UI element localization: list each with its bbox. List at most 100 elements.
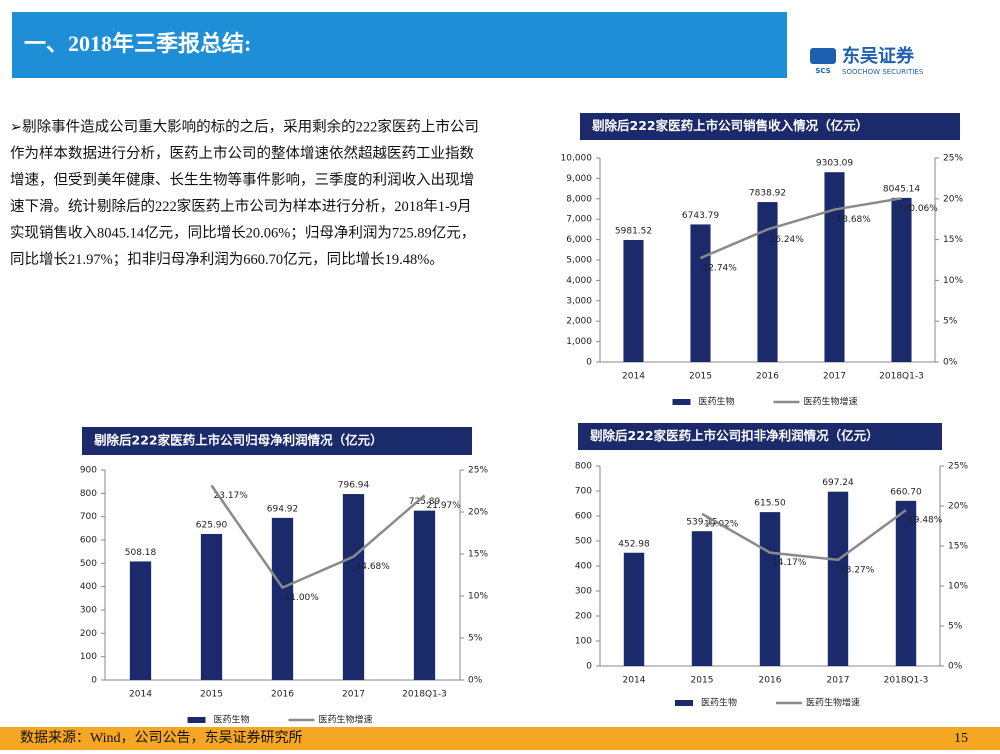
bar	[690, 224, 711, 362]
x-tick-label: 2016	[756, 372, 779, 382]
bar	[759, 512, 781, 666]
y2-tick-label: 0%	[943, 358, 958, 368]
legend-swatch	[672, 399, 691, 405]
line-value-label: 13.27%	[840, 565, 875, 575]
logo-sub: SOOCHOW SECURITIES	[842, 68, 924, 76]
x-tick-label: 2014	[623, 676, 646, 686]
logo-icon	[810, 48, 836, 64]
x-tick-label: 2017	[827, 676, 850, 686]
footer-source: 数据来源：Wind，公司公告，东吴证券研究所	[20, 730, 303, 746]
bar-value-label: 625.90	[196, 520, 228, 530]
paragraph: ➢剔除事件造成公司重大影响的标的之后，采用剩余的222家医药上市公司作为样本数据…	[10, 117, 479, 268]
legend-swatch	[187, 717, 206, 723]
chart-title-bar	[578, 423, 942, 450]
bar	[895, 500, 917, 666]
legend-label: 医药生物	[214, 714, 250, 726]
y2-tick-label: 15%	[943, 235, 963, 245]
x-tick-label: 2017	[823, 372, 846, 382]
y2-tick-label: 5%	[468, 634, 483, 644]
y-tick-label: 2,000	[566, 317, 592, 327]
bar-value-label: 5981.52	[615, 226, 652, 236]
x-tick-label: 2015	[689, 372, 712, 382]
line-value-label: 21.97%	[427, 501, 462, 511]
line-value-label: 14.68%	[356, 562, 391, 572]
line-value-label: 12.74%	[703, 264, 738, 274]
chart-title: 剔除后222家医药上市公司销售收入情况（亿元）	[591, 118, 868, 133]
bar	[271, 517, 294, 680]
bar	[413, 510, 436, 680]
y2-tick-label: 0%	[468, 676, 483, 686]
bar-value-label: 9303.09	[816, 159, 853, 169]
y-tick-label: 7,000	[566, 215, 592, 225]
y-tick-label: 200	[80, 629, 97, 639]
y-tick-label: 400	[575, 562, 592, 572]
x-tick-label: 2016	[271, 690, 294, 700]
y-tick-label: 300	[575, 587, 592, 597]
y-tick-label: 0	[91, 676, 97, 686]
paragraph-line: 作为样本数据进行分析，医药上市公司的整体增速依然超越医药工业指数	[10, 145, 474, 162]
footer-bar	[0, 727, 1000, 750]
x-tick-label: 2014	[622, 372, 645, 382]
line	[701, 509, 907, 562]
y-tick-label: 800	[80, 489, 97, 499]
bar-value-label: 508.18	[125, 548, 157, 558]
y-tick-label: 100	[80, 652, 97, 662]
y-tick-label: 900	[80, 466, 97, 476]
y-tick-label: 600	[575, 512, 592, 522]
y2-tick-label: 10%	[948, 582, 968, 592]
y2-tick-label: 10%	[468, 592, 488, 602]
y-tick-label: 300	[80, 606, 97, 616]
legend-label: 医药生物增速	[319, 714, 373, 726]
paragraph-line: 同比增长21.97%；扣非归母净利润为660.70亿元，同比增长19.48%。	[10, 251, 444, 268]
chart-title-bar	[580, 113, 960, 140]
bar-value-label: 7838.92	[749, 189, 786, 199]
y-tick-label: 400	[80, 582, 97, 592]
y2-tick-label: 20%	[943, 194, 963, 204]
paragraph-line: ➢剔除事件造成公司重大影响的标的之后，采用剩余的222家医药上市公司	[10, 117, 479, 135]
bar	[824, 172, 845, 362]
paragraph-line: 实现销售收入8045.14亿元，同比增长20.06%；归母净利润为725.89亿…	[10, 224, 475, 241]
bar-value-label: 725.89	[409, 497, 441, 507]
bar	[200, 533, 223, 680]
x-tick-label: 2014	[129, 690, 152, 700]
y-tick-label: 8,000	[566, 194, 592, 204]
bar	[623, 552, 645, 666]
paragraph-line: 速下滑。统计剔除后的222家医药上市公司为样本进行分析，2018年1-9月	[10, 198, 472, 215]
line-value-label: 16.24%	[770, 235, 805, 245]
y-tick-label: 100	[575, 637, 592, 647]
y2-tick-label: 15%	[948, 542, 968, 552]
bar-value-label: 539.15	[686, 518, 718, 528]
bar	[757, 202, 778, 362]
y2-tick-label: 25%	[468, 466, 488, 476]
y-tick-label: 3,000	[566, 296, 592, 306]
bar	[623, 239, 644, 362]
y-tick-label: 200	[575, 612, 592, 622]
chart-title: 剔除后222家医药上市公司归母净利润情况（亿元）	[93, 433, 383, 448]
logo-text: 东吴证券	[842, 45, 915, 67]
x-tick-label: 2018Q1-3	[402, 690, 447, 700]
y-tick-label: 4,000	[566, 276, 592, 286]
bar-value-label: 697.24	[822, 478, 854, 488]
paragraph-line: 增速，但受到美年健康、长生生物等事件影响，三季度的利润收入出现增	[10, 170, 474, 188]
y-tick-label: 500	[575, 537, 592, 547]
bar-value-label: 8045.14	[883, 184, 920, 194]
y-tick-label: 700	[80, 512, 97, 522]
y2-tick-label: 5%	[943, 317, 958, 327]
x-tick-label: 2016	[759, 676, 782, 686]
header-bar	[12, 12, 787, 78]
line-value-label: 23.17%	[214, 491, 249, 501]
y-tick-label: 500	[80, 559, 97, 569]
legend-label: 医药生物	[699, 396, 735, 408]
legend-label: 医药生物增速	[804, 396, 858, 408]
legend-swatch	[675, 700, 693, 706]
legend-label: 医药生物增速	[806, 697, 860, 709]
y2-tick-label: 25%	[948, 462, 968, 472]
x-tick-label: 2018Q1-3	[884, 676, 929, 686]
bar	[342, 494, 365, 680]
y-tick-label: 6,000	[566, 235, 592, 245]
bar	[691, 531, 713, 666]
bar-value-label: 796.94	[338, 481, 370, 491]
bar-value-label: 452.98	[618, 539, 650, 549]
y2-tick-label: 20%	[468, 508, 488, 518]
